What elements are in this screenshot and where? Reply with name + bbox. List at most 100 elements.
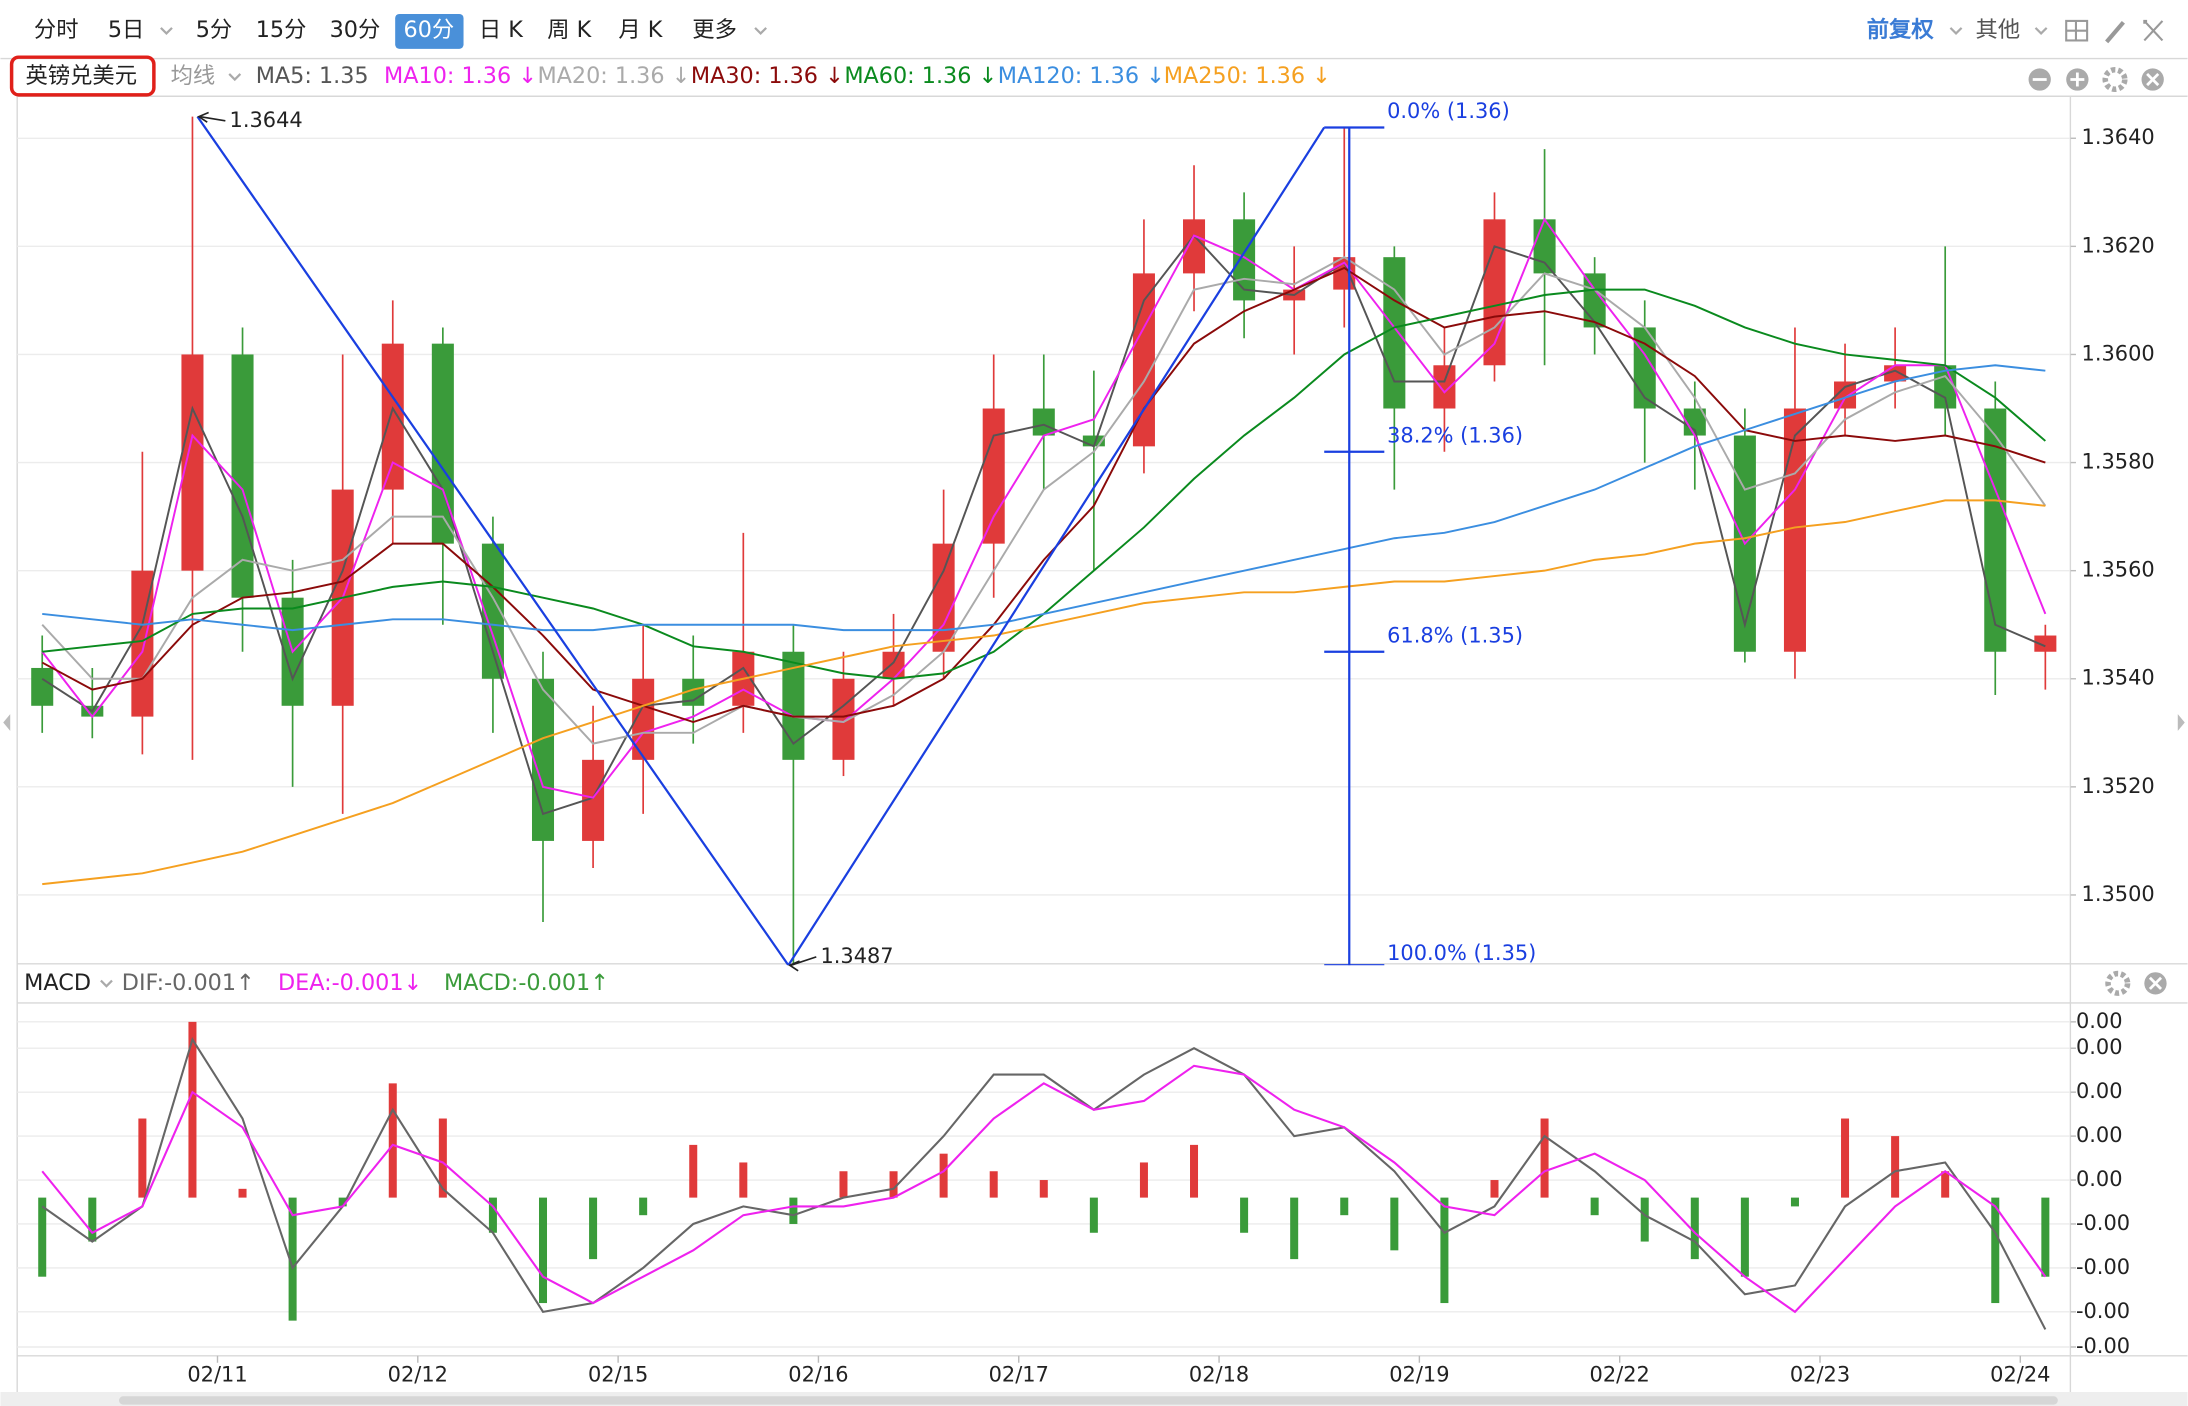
macd-bar (789, 1197, 798, 1224)
x-tick-label: 02/15 (588, 1362, 648, 1386)
dropdown-arrow[interactable] (160, 27, 173, 36)
y-tick-label: 0.00 (2076, 1009, 2123, 1033)
y-tick-label: 0.00 (2076, 1123, 2123, 1147)
candle-body (882, 651, 905, 679)
dropdown-arrow[interactable] (754, 27, 768, 36)
trend-line (196, 115, 1326, 966)
period-button[interactable]: 日 K (479, 17, 524, 43)
macd-line (41, 1036, 2047, 1330)
macd-bar (1039, 1180, 1048, 1198)
macd-bar (438, 1118, 447, 1198)
y-tick-label: 1.3500 (2082, 882, 2155, 906)
dropdown-arrows (100, 27, 2048, 988)
macd-bar (1690, 1197, 1699, 1260)
candle-body (2034, 635, 2057, 652)
x-tick-label: 02/18 (1189, 1362, 1249, 1386)
macd-bar (1240, 1197, 1249, 1233)
candle-body (932, 543, 955, 652)
candle-body (682, 678, 705, 706)
y-tick-label: 1.3620 (2082, 233, 2155, 257)
y-tick-label: -0.00 (2076, 1299, 2130, 1323)
legend-entry[interactable]: DEA:-0.001↓ (278, 970, 422, 996)
macd-bar (538, 1197, 548, 1304)
panel-icons (3, 66, 2185, 996)
period-button[interactable]: 月 K (618, 17, 663, 43)
scroll-right[interactable] (2177, 714, 2185, 731)
legend-entry[interactable]: MA20: 1.36 ↓ (537, 63, 690, 89)
candle-body (531, 678, 555, 841)
fib-label: 38.2% (1.36) (1387, 423, 1523, 447)
legend-entry[interactable]: DIF:-0.001↑ (122, 970, 255, 996)
legend-entry[interactable]: MA120: 1.36 ↓ (998, 63, 1165, 89)
draw-icon[interactable] (2105, 20, 2125, 44)
candle-body (832, 678, 855, 760)
period-button[interactable]: 15分 (256, 17, 307, 43)
y-tick-label: -0.00 (2076, 1211, 2130, 1235)
ma-line (41, 217, 2047, 799)
period-button[interactable]: 5日 (108, 17, 144, 43)
candle-body (1934, 365, 1957, 409)
legend-entry[interactable]: MA250: 1.36 ↓ (1164, 63, 1331, 89)
period-button[interactable]: 更多 (692, 17, 737, 43)
candle-body (782, 651, 805, 760)
y-tick-label: 0.00 (2076, 1035, 2123, 1059)
macd-bar (1390, 1197, 1399, 1251)
macd-bar (639, 1197, 648, 1216)
y-tick-label: 1.3600 (2082, 341, 2155, 365)
candle-body (1683, 408, 1706, 436)
period-button[interactable]: 60分 (404, 17, 455, 43)
macd-bar (1640, 1197, 1649, 1242)
y-tick-label: 0.00 (2076, 1167, 2123, 1191)
symbol-box[interactable] (9, 55, 156, 97)
legend-entry[interactable]: MACD:-0.001↑ (444, 970, 609, 996)
legend-entry[interactable]: MA10: 1.36 ↓ (384, 63, 537, 89)
y-tick-label: -0.00 (2076, 1334, 2130, 1358)
candle-body (1383, 257, 1406, 409)
period-button[interactable]: 分时 (34, 17, 79, 43)
toolbar-icons (2065, 19, 2164, 44)
macd-bar (1139, 1162, 1148, 1198)
scrollbar-thumb[interactable] (119, 1396, 2058, 1405)
adjust-menu[interactable]: 前复权 (1867, 16, 1935, 43)
dropdown-arrow[interactable] (1949, 27, 1963, 36)
candle-body (1082, 435, 1105, 447)
macd-bar (589, 1197, 598, 1260)
y-tick-label: 1.3540 (2082, 666, 2155, 690)
legend-entry[interactable]: MA30: 1.36 ↓ (691, 63, 844, 89)
y-tick-label: 0.00 (2076, 1079, 2123, 1103)
ma-line (42, 364, 2046, 632)
close-icon (2148, 976, 2163, 990)
period-button[interactable]: 5分 (196, 17, 232, 43)
extreme-arrowhead (197, 111, 209, 123)
macd-bar (38, 1197, 47, 1277)
macd-bar (1991, 1197, 2000, 1304)
dropdown-arrow[interactable] (2034, 27, 2048, 36)
legend-entry[interactable]: MA5: 1.35 (256, 63, 369, 89)
period-button[interactable]: 周 K (547, 17, 592, 43)
macd-bar (1340, 1197, 1349, 1216)
settings-icon[interactable] (2102, 66, 2128, 93)
macd-bar (889, 1171, 898, 1198)
macd-bar (488, 1197, 497, 1233)
macd-bar (238, 1188, 247, 1198)
x-tick-label: 02/22 (1590, 1362, 1650, 1386)
scroll-left[interactable] (3, 714, 11, 731)
y-tick-label: -0.00 (2076, 1255, 2130, 1279)
macd-bar (1790, 1197, 1799, 1207)
legend-entry[interactable]: MA60: 1.36 ↓ (844, 63, 997, 89)
plot-area (38, 1021, 2050, 1330)
period-button[interactable]: 30分 (330, 17, 381, 43)
active-period-bg[interactable] (395, 13, 464, 49)
settings-icon[interactable] (2105, 970, 2131, 996)
y-tick-label: 1.3580 (2082, 450, 2155, 474)
macd-bar (338, 1197, 347, 1207)
extreme-pointer (200, 115, 226, 122)
symbol[interactable]: 英镑兑美元 (26, 63, 138, 89)
candle-body (582, 759, 605, 841)
ma-menu[interactable]: 均线 (171, 63, 216, 89)
dropdown-arrow[interactable] (228, 73, 242, 82)
dropdown-arrow[interactable] (100, 979, 113, 988)
candle-body (1984, 408, 2007, 652)
other-menu[interactable]: 其他 (1976, 17, 2021, 43)
